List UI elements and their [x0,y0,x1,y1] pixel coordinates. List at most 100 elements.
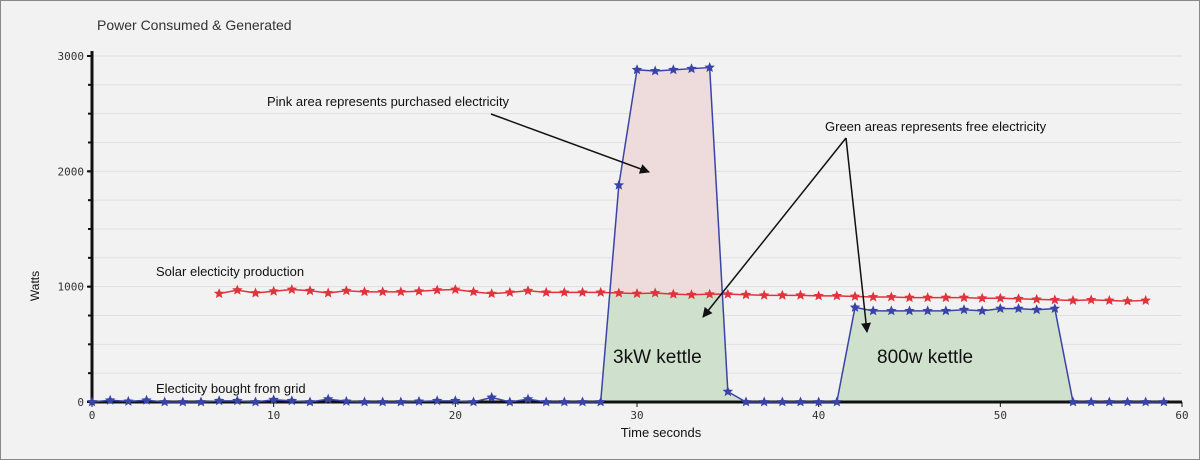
grid-data-point [286,395,298,406]
solar-data-point [359,286,370,297]
free-arrow-right [845,137,872,333]
solar-data-point [468,286,479,297]
solar-data-point [886,291,897,302]
solar-data-point [504,286,516,297]
grid-data-point [1158,396,1170,407]
grid-data-point [1104,396,1115,407]
solar-data-point [413,285,425,296]
grid-data-point [86,396,98,407]
solar-data-point [395,286,407,297]
solar-data-point [486,288,497,298]
grid-data-point [450,395,461,406]
grid-data-point [758,396,770,407]
grid-data-point [1122,396,1133,407]
free-annotation: Green areas represents free electricity [825,119,1047,134]
solar-data-point [831,290,843,301]
grid-data-point [341,395,352,406]
grid-data-point [795,396,806,407]
solar-data-point [540,286,552,297]
grid-data-point [559,396,570,407]
grid-data-point [976,305,988,316]
solar-data-point [1049,294,1061,305]
solar-data-point [686,289,697,300]
solar-data-point [232,284,243,295]
x-tick-label: 0 [89,409,96,422]
grid-data-point [522,393,534,404]
grid-data-point [995,303,1006,313]
grid-data-point [213,395,225,406]
grid-data-point [322,393,334,404]
y-tick-label: 3000 [58,50,85,63]
grid-data-point [250,396,261,407]
grid-data-point [359,396,370,407]
solar-data-point [1122,295,1133,306]
solar-data-point [1104,295,1115,305]
solar-data-point [268,285,279,296]
kettle-800w-label: 800w kettle [877,347,973,368]
solar-data-point [559,286,570,297]
grid-data-point [886,305,897,316]
grid-data-point [1031,304,1042,315]
chart-title: Power Consumed & Generated [97,17,292,33]
solar-data-point [522,285,534,296]
solar-data-point [250,287,261,298]
free-electricity-area [219,289,1146,402]
solar-data-point [758,289,770,300]
grid-data-point [668,64,679,75]
grid-data-point [540,396,552,407]
solar-data-point [668,288,679,299]
grid-data-point [577,396,588,407]
grid-data-point [195,396,207,407]
solar-data-point [431,284,443,295]
x-tick-label: 50 [994,409,1007,422]
solar-data-point [1067,295,1079,305]
solar-data-point [795,289,806,300]
solar-data-point [377,286,388,297]
grid-data-point [141,394,152,405]
solar-data-point [1085,294,1097,305]
grid-data-point [413,395,425,406]
solar-data-point [613,287,625,298]
grid-data-point [777,396,788,407]
y-axis-label: Watts [28,271,42,301]
purchased-electricity-area [219,67,1146,302]
solar-data-point [777,289,788,300]
y-tick-label: 1000 [58,281,85,294]
y-tick-label: 0 [77,396,84,409]
grid-data-point [813,396,824,407]
grid-data-point [486,391,497,402]
solar-data-point [922,292,933,303]
grid-data-point [123,395,134,406]
solar-data-point [595,286,606,297]
solar-data-point [631,288,643,298]
solar-data-point [813,290,824,301]
grid-data-point [1013,303,1024,313]
solar-data-point [341,285,352,296]
grid-data-point [304,396,316,407]
grid-data-point [649,65,661,76]
purchased-arrow [490,113,650,174]
grid-data-point [431,395,443,406]
x-tick-label: 10 [267,409,280,422]
grid-series-label: Electicity bought from grid [156,381,306,396]
grid-data-point [232,395,243,406]
solar-data-point [1013,293,1024,304]
solar-data-point [704,288,715,299]
solar-series-label: Solar electicity production [156,264,304,279]
grid-data-point [1140,396,1151,407]
solar-data-point [740,289,752,300]
solar-data-point [322,287,334,298]
free-arrow-left [702,137,847,318]
solar-data-point [958,292,970,303]
y-tick-label: 2000 [58,165,85,178]
grid-data-point [704,62,715,72]
grid-data-point [867,305,879,316]
solar-data-point [976,292,988,303]
grid-data-point [1049,303,1061,313]
solar-data-point [940,292,952,303]
grid-data-point [468,396,479,407]
solar-data-point [213,288,225,298]
grid-data-point [686,63,697,74]
